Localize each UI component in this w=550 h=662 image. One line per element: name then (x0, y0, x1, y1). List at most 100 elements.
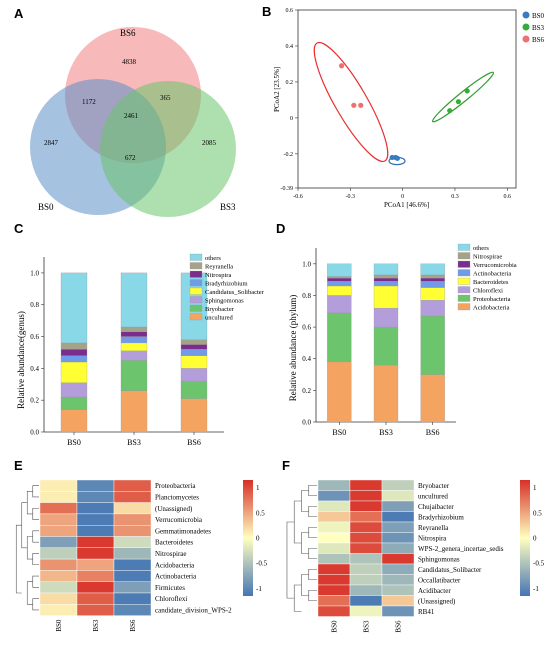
c-legend-swatch (189, 270, 203, 278)
e-heat-cell (76, 513, 115, 526)
pcoa-y-tick-label: 0.2 (286, 80, 294, 86)
pcoa-point-bs6 (351, 102, 357, 108)
f-row-label: Acidibacter (418, 587, 451, 595)
d-legend-label: Chloroflexi (473, 288, 503, 295)
f-dendrogram-branch (308, 589, 317, 602)
f-heat-cell (349, 584, 383, 596)
f-heat-cell (349, 542, 383, 554)
c-legend-label: Sphingomonas (205, 298, 244, 305)
d-y-tick-label: 0.0 (302, 419, 311, 427)
e-heat-cell (113, 547, 152, 560)
e-dendrogram-branch (32, 485, 39, 498)
f-dendrogram-branch (286, 521, 295, 599)
f-heat-cell (317, 595, 351, 607)
c-bar-segment-bradyrhizobium (180, 349, 208, 356)
pcoa-legend: BS0 BS3 BS6 (522, 11, 545, 44)
e-dendrogram-branch (32, 553, 39, 566)
f-heat-cell (349, 595, 383, 607)
e-heat-cell (39, 491, 78, 503)
e-dendrogram-branch (26, 536, 33, 560)
f-heat-cell (349, 500, 383, 512)
pcoa-x-axis-label: PCoA1 [46.6%] (384, 201, 429, 209)
f-colorbar (520, 480, 530, 596)
pcoa-plot: -0.6 -0.3 0 0.3 0.6 -0.39 -0.2 0 0.2 0.4 0.6 PCoA1… (273, 8, 545, 209)
pcoa-y-tick-label: -0.39 (281, 186, 294, 192)
e-heat-cell (39, 502, 78, 515)
e-heat-cell (113, 558, 152, 571)
c-bar-segment-others (60, 272, 88, 344)
f-heat-cell (381, 605, 415, 617)
c-bar-segment-bryobacter (60, 396, 88, 410)
f-heat-cell (317, 490, 351, 502)
d-bar-segment-actinobacteria (420, 281, 445, 288)
c-bar-segment-bryobacter (120, 360, 148, 391)
c-y-tick-label: 0.8 (30, 301, 39, 309)
pcoa-point-bs3 (447, 108, 453, 114)
f-heat-cell (381, 511, 415, 523)
e-heat-cell (39, 570, 78, 582)
f-heat-cell (317, 532, 351, 544)
e-colorbar-tick-label: -0.5 (256, 560, 268, 568)
venn-count-bs0-only: 2847 (44, 139, 59, 147)
f-heat-cell (317, 479, 351, 491)
c-y-tick-label: 0.6 (30, 333, 39, 341)
e-dendrogram-branch (32, 575, 39, 588)
pcoa-y-tick-label: 0.4 (286, 44, 294, 50)
c-x-tick-label: BS3 (127, 438, 141, 447)
f-row-label: WPS-2_genera_incertae_sedis (418, 545, 504, 553)
f-heat-cell (317, 605, 351, 617)
e-heat-cell (113, 536, 152, 549)
pcoa-point-bs3 (455, 99, 462, 105)
venn-circle-bs3 (100, 81, 236, 217)
e-colorbar-tick-label: -1 (256, 585, 262, 593)
c-y-tick-label: 0.0 (30, 429, 39, 437)
d-y-tick-label: 1.0 (302, 260, 311, 268)
f-col-label: BS0 (331, 620, 339, 633)
c-legend-swatch (189, 262, 203, 270)
d-bar-segment-acidobacteria (420, 374, 445, 423)
f-dendrogram-branch (308, 505, 317, 518)
e-heat-cell (76, 536, 115, 549)
d-x-tick-label: BS0 (332, 428, 346, 437)
d-y-axis-label: Relative abundance (phylum) (288, 295, 298, 401)
f-heat-cell (349, 511, 383, 523)
e-heat-cell (113, 570, 152, 582)
legend-label-bs6: BS6 (532, 36, 545, 44)
c-legend-label: Reyranella (205, 264, 233, 271)
e-heat-cell (76, 570, 115, 582)
venn-set-label-bs0: BS0 (38, 202, 54, 212)
e-heat-cell (113, 581, 152, 594)
e-heat-cell (113, 592, 152, 605)
d-bar-segment-proteobacteria (327, 312, 352, 363)
e-row-label: Verrucomicrobia (155, 516, 203, 524)
f-heat-cell (317, 500, 351, 512)
d-bar-segment-bacteroidetes (373, 285, 399, 309)
d-bar-segment-nitrospirae (373, 274, 399, 279)
f-heat-cell (349, 479, 383, 491)
c-bar-segment-others (120, 272, 148, 328)
d-x-tick-label: BS3 (379, 428, 393, 437)
c-bar-segment-nitrospira (120, 331, 148, 337)
e-colorbar (243, 480, 253, 596)
f-row-label: Candidatus_Solibacter (418, 566, 482, 574)
venn-set-label-bs6: BS6 (120, 28, 136, 38)
e-heat-cell (113, 525, 152, 537)
heatmap-genus: Bryobacter uncultured Chujaibacter Bradyrhi… (286, 479, 545, 633)
panel-label-e: E (14, 458, 23, 473)
d-bar-segment-acidobacteria (373, 364, 399, 423)
e-heat-cell (39, 604, 78, 616)
f-heat-cell (349, 532, 383, 544)
c-bar-segment-sphingomonas (180, 368, 208, 382)
panel-label-c: C (14, 221, 24, 236)
f-heat-cell (381, 490, 415, 502)
f-heat-cell (349, 553, 383, 565)
e-colorbar-tick-label: 0 (256, 535, 260, 543)
e-heat-cell (76, 581, 115, 594)
pcoa-y-axis-label: PCoA2 [23.5%] (273, 67, 281, 112)
f-heat-cell (381, 500, 415, 512)
c-legend-label: Bryobacter (205, 306, 235, 313)
c-legend-swatch (189, 313, 203, 321)
f-dendrogram-branch (308, 484, 317, 497)
venn-count-bs3-only: 2085 (202, 139, 217, 147)
c-legend-swatch (189, 287, 203, 295)
